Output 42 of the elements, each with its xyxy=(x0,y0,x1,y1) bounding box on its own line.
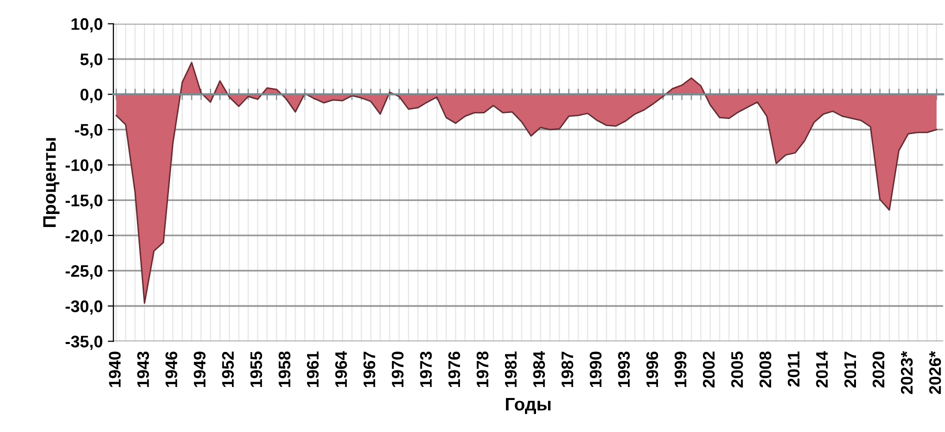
x-tick-label: 1978 xyxy=(476,352,488,388)
x-tick-label: 1967 xyxy=(363,352,376,388)
x-tick-label: 2023* xyxy=(900,351,913,394)
x-tick-label: 1984 xyxy=(533,351,545,388)
x-tick-label: 1976 xyxy=(448,352,460,388)
x-tick-label: 1970 xyxy=(392,352,404,388)
y-tick-label: -20,0 xyxy=(66,230,102,244)
y-tick-label: -15,0 xyxy=(66,194,102,209)
y-axis-title: Проценты xyxy=(43,138,60,227)
x-tick-label: 1961 xyxy=(306,351,319,388)
y-tick-label: 5,0 xyxy=(80,53,102,68)
x-tick-label: 1958 xyxy=(278,352,290,388)
x-tick-label: 1955 xyxy=(250,351,262,388)
x-tick-label: 2020 xyxy=(872,352,884,388)
x-tick-label: 2005 xyxy=(731,351,743,388)
x-tick-label: 2002 xyxy=(702,352,715,388)
y-tick-label: 10,0 xyxy=(72,18,102,32)
y-tick-label: -10,0 xyxy=(66,159,102,174)
x-tick-label: 1996 xyxy=(646,352,658,388)
x-tick-label: 1949 xyxy=(194,352,206,388)
x-tick-label: 1987 xyxy=(561,352,574,388)
x-tick-label: 1940 xyxy=(108,352,121,388)
y-tick-label: -25,0 xyxy=(66,265,102,280)
y-tick-label: 0,0 xyxy=(80,88,102,103)
y-tick-label: -35,0 xyxy=(66,336,102,350)
x-tick-label: 2017 xyxy=(844,352,856,388)
y-tick-label: -30,0 xyxy=(66,300,102,315)
x-tick-label: 1990 xyxy=(590,352,602,388)
x-tick-label: 1946 xyxy=(165,352,178,388)
x-tick-label: 1999 xyxy=(674,352,686,388)
x-tick-label: 1993 xyxy=(618,352,630,388)
x-tick-label: 2014 xyxy=(816,351,828,388)
x-tick-label: 2011 xyxy=(788,351,800,387)
y-tick-label: -5,0 xyxy=(74,124,102,138)
x-tick-label: 1964 xyxy=(335,351,347,388)
x-axis-title: Годы xyxy=(506,398,550,414)
x-tick-label: 1952 xyxy=(222,352,234,388)
x-tick-label: 2008 xyxy=(759,352,772,388)
x-tick-label: 1981 xyxy=(504,351,517,388)
x-tick-label: 2026* xyxy=(929,351,941,394)
x-tick-label: 1943 xyxy=(137,352,150,388)
x-tick-label: 1973 xyxy=(420,352,432,388)
